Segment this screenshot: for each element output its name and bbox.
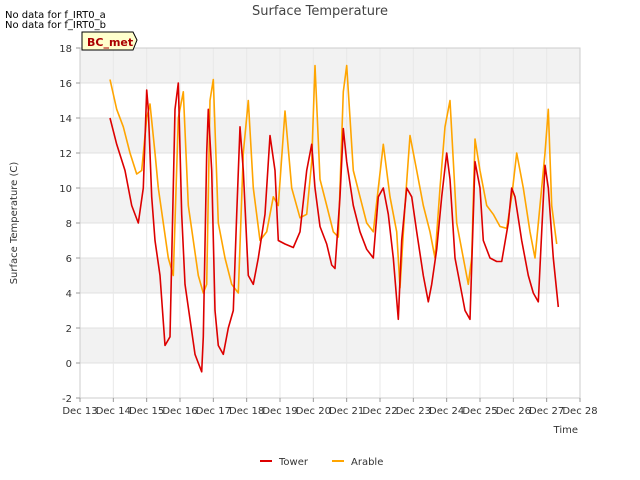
plot-band [80, 118, 580, 153]
x-tick-label: Dec 26 [496, 406, 531, 417]
y-tick-label: 2 [66, 324, 72, 335]
plot-band [80, 293, 580, 328]
y-tick-label: 12 [59, 149, 72, 160]
y-tick-label: 4 [66, 289, 72, 300]
x-tick-label: Dec 20 [296, 406, 331, 417]
y-tick-label: 0 [66, 359, 72, 370]
y-tick-label: 6 [66, 254, 72, 265]
series-line-arable [109, 64, 558, 294]
x-tick-label: Dec 14 [96, 406, 131, 417]
plot-band [80, 258, 580, 293]
legend-label-tower: Tower [278, 457, 309, 468]
plot-band [80, 153, 580, 188]
station-label: BC_met [87, 36, 133, 49]
y-axis-label: Surface Temperature (C) [9, 162, 20, 285]
chart-title: Surface Temperature [252, 4, 388, 19]
plot-band [80, 83, 580, 118]
plot-band [80, 328, 580, 363]
y-tick-label: 8 [66, 219, 72, 230]
x-tick-label: Dec 22 [362, 406, 397, 417]
x-tick-label: Dec 18 [229, 406, 264, 417]
y-tick-label: -2 [62, 394, 72, 405]
x-tick-label: Dec 15 [129, 406, 164, 417]
x-tick-label: Dec 16 [162, 406, 197, 417]
series-lines [109, 64, 560, 373]
no-data-note-a: No data for f_IRT0_a [5, 10, 106, 21]
x-tick-label: Dec 17 [196, 406, 231, 417]
y-axis: -2 0 2 4 6 8 10 12 14 16 18 [59, 44, 80, 405]
x-tick-label: Dec 27 [529, 406, 564, 417]
plot-band [80, 48, 580, 83]
y-tick-label: 18 [59, 44, 72, 55]
legend: Tower Arable [260, 457, 383, 468]
x-tick-label: Dec 13 [62, 406, 97, 417]
station-badge: BC_met [81, 31, 138, 51]
x-tick-label: Dec 25 [462, 406, 497, 417]
y-tick-label: 14 [59, 114, 72, 125]
legend-label-arable: Arable [351, 457, 383, 468]
no-data-note-b: No data for f_IRT0_b [5, 20, 106, 31]
y-tick-label: 10 [59, 184, 72, 195]
x-axis-label: Time [553, 425, 578, 436]
plot-band [80, 363, 580, 398]
x-tick-label: Dec 21 [329, 406, 364, 417]
x-tick-label: Dec 19 [262, 406, 297, 417]
x-tick-label: Dec 24 [429, 406, 464, 417]
x-tick-label: Dec 23 [396, 406, 431, 417]
series-line-tower [109, 82, 560, 373]
x-tick-label: Dec 28 [562, 406, 597, 417]
y-tick-label: 16 [59, 79, 72, 90]
